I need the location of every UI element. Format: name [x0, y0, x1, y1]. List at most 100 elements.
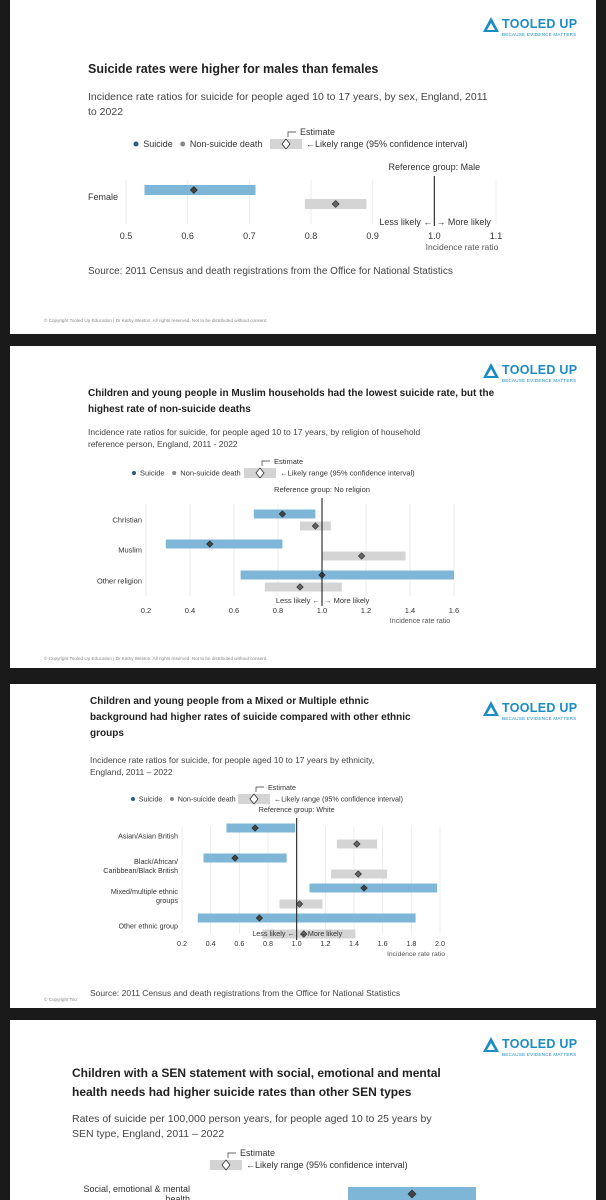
- suicide-estimate-marker: [407, 1189, 417, 1199]
- logo-text: TOOLED UP: [502, 363, 578, 377]
- category-label: Social, emotional & mental: [83, 1184, 190, 1194]
- x-tick-label: 0.7: [243, 231, 256, 241]
- tooled-up-logo: TOOLED UP BECAUSE EVIDENCE MATTERS: [482, 16, 577, 44]
- less-likely-label: Less likely ←: [379, 217, 432, 227]
- suicide-estimate-marker: [360, 884, 368, 892]
- legend-non-suicide-label: Non-suicide death: [180, 469, 240, 478]
- legend-range-label: ←Likely range (95% confidence interval): [280, 469, 415, 478]
- category-label: Female: [88, 192, 118, 202]
- legend-estimate-label: Estimate: [268, 783, 296, 792]
- x-tick-label: 0.2: [177, 939, 187, 948]
- legend-estimate-label: Estimate: [300, 127, 335, 137]
- non-suicide-estimate-marker: [354, 870, 362, 878]
- x-tick-label: 1.6: [378, 939, 388, 948]
- suicide-ci-bar: [203, 853, 287, 863]
- logo-text: TOOLED UP: [502, 1037, 578, 1051]
- suicide-estimate-marker: [255, 914, 264, 922]
- legend-estimate-diamond: [249, 793, 259, 805]
- legend-range-label: ←Likely range (95% confidence interval): [246, 1160, 408, 1170]
- slide-ethnicity: TOOLED UP BECAUSE EVIDENCE MATTERS Child…: [10, 684, 596, 1008]
- non-suicide-ci-bar: [262, 929, 356, 939]
- logo-triangle-icon: [483, 363, 499, 378]
- suicide-estimate-marker: [206, 540, 214, 548]
- copyright-notice: © Copyright Tooled Up Education | Dr Kat…: [44, 318, 268, 323]
- legend-suicide-label: Suicide: [139, 795, 163, 804]
- legend-non-suicide-label: Non-suicide death: [190, 139, 263, 149]
- category-label: health: [165, 1194, 190, 1200]
- logo-tagline: BECAUSE EVIDENCE MATTERS: [502, 378, 577, 383]
- x-tick-label: 1.0: [292, 939, 302, 948]
- more-likely-label: → More likely: [436, 217, 491, 227]
- category-label: groups: [156, 896, 178, 905]
- non-suicide-estimate-marker: [296, 583, 304, 591]
- tooled-up-logo: TOOLED UP BECAUSE EVIDENCE MATTERS: [482, 1036, 577, 1064]
- category-label: Caribbean/Black British: [103, 866, 178, 875]
- legend-range-label: ←Likely range (95% confidence interval): [306, 139, 468, 149]
- suicide-estimate-marker: [278, 510, 287, 518]
- less-likely-label: Less likely ←: [252, 929, 294, 938]
- non-suicide-estimate-marker: [331, 200, 340, 208]
- tooled-up-logo: TOOLED UP BECAUSE EVIDENCE MATTERS: [482, 362, 577, 390]
- legend-estimate-label: Estimate: [274, 457, 303, 466]
- suicide-ci-bar: [309, 883, 438, 893]
- legend-estimate-diamond: [281, 138, 291, 150]
- x-tick-label: 0.8: [305, 231, 318, 241]
- x-tick-label: 1.2: [361, 606, 371, 615]
- suicide-ci-bar: [226, 823, 296, 833]
- more-likely-label: → More likely: [324, 596, 370, 605]
- slide-religion: TOOLED UP BECAUSE EVIDENCE MATTERS Child…: [10, 346, 596, 668]
- slide-sex: TOOLED UP BECAUSE EVIDENCE MATTERS Suici…: [10, 0, 596, 334]
- forest-chart: Estimate ←Likely range (95% confidence in…: [83, 1148, 476, 1200]
- chart-subtitle: Rates of suicide per 100,000 person year…: [72, 1113, 432, 1140]
- chart-source: Source: 2011 Census and death registrati…: [90, 988, 401, 998]
- x-tick-label: 1.0: [317, 606, 327, 615]
- x-tick-label: 1.6: [449, 606, 459, 615]
- suicide-ci-bar: [144, 185, 256, 195]
- legend-estimate-diamond: [221, 1159, 231, 1171]
- forest-chart: Suicide Non-suicide death Estimate ←Likely …: [103, 783, 445, 958]
- reference-label: Reference group: White: [259, 805, 335, 814]
- non-suicide-estimate-marker: [295, 900, 304, 908]
- legend-non-suicide-dot: [169, 796, 174, 802]
- x-tick-label: 0.8: [263, 939, 273, 948]
- legend-estimate-diamond: [255, 467, 265, 479]
- legend-suicide-dot: [130, 796, 136, 802]
- category-label: Christian: [112, 516, 142, 525]
- chart-source: Source: 2011 Census and death registrati…: [88, 266, 453, 277]
- chart-title: Children and young people from a Mixed o…: [90, 696, 411, 739]
- copyright-notice: © Copyright Tooled Up Education | Dr Kat…: [44, 656, 268, 661]
- x-tick-label: 2.0: [435, 939, 445, 948]
- less-likely-label: Less likely ←: [276, 596, 320, 605]
- x-tick-label: 0.9: [366, 231, 379, 241]
- category-label: Muslim: [118, 546, 142, 555]
- slide-sen: TOOLED UP BECAUSE EVIDENCE MATTERS Child…: [10, 1020, 596, 1200]
- legend-non-suicide-dot: [180, 141, 186, 147]
- logo-text: TOOLED UP: [502, 701, 578, 715]
- reference-label: Reference group: No religion: [274, 485, 370, 494]
- legend-suicide-dot: [133, 141, 139, 147]
- legend-estimate-pointer: [287, 131, 296, 137]
- chart-subtitle: Incidence rate ratios for suicide, for p…: [88, 427, 421, 449]
- suicide-ci-bar: [165, 539, 283, 549]
- non-suicide-estimate-marker: [353, 840, 361, 848]
- logo-triangle-icon: [483, 17, 499, 32]
- logo-tagline: BECAUSE EVIDENCE MATTERS: [502, 1052, 577, 1057]
- tooled-up-logo: TOOLED UP BECAUSE EVIDENCE MATTERS: [482, 700, 577, 728]
- x-tick-label: 0.4: [206, 939, 216, 948]
- forest-chart: Suicide Non-suicide death Estimate ←Likely …: [97, 457, 459, 625]
- logo-tagline: BECAUSE EVIDENCE MATTERS: [502, 32, 577, 37]
- x-tick-label: 0.4: [185, 606, 195, 615]
- logo-tagline: BECAUSE EVIDENCE MATTERS: [502, 716, 577, 721]
- x-tick-label: 1.8: [406, 939, 416, 948]
- chart-title: Children and young people in Muslim hous…: [88, 388, 495, 415]
- forest-chart: Suicide Non-suicide death Estimate ←Likely …: [88, 127, 502, 252]
- legend-estimate-pointer: [227, 1152, 236, 1158]
- x-tick-label: 0.8: [273, 606, 283, 615]
- legend-estimate-label: Estimate: [240, 1148, 275, 1158]
- x-tick-label: 0.5: [120, 231, 133, 241]
- category-label: Other ethnic group: [118, 922, 178, 931]
- non-suicide-estimate-marker: [300, 930, 308, 938]
- chart-title: Children with a SEN statement with socia…: [72, 1066, 441, 1099]
- chart-subtitle: Incidence rate ratios for suicide, for p…: [90, 755, 375, 777]
- legend-suicide-dot: [131, 470, 137, 476]
